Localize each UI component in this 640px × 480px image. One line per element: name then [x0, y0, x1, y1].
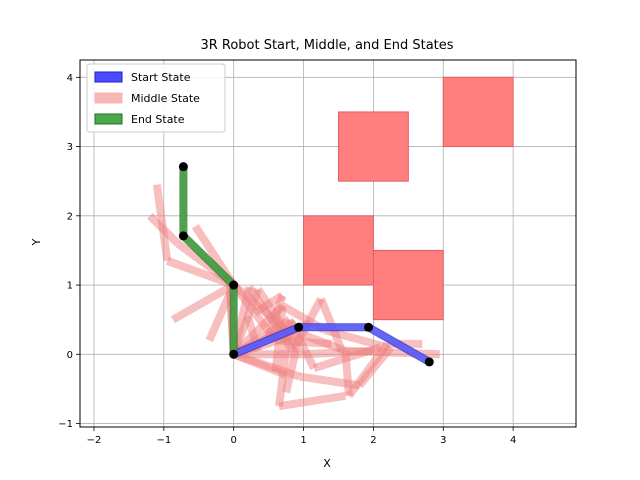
legend-swatch	[94, 92, 123, 104]
joint-point	[178, 162, 188, 172]
legend-swatch	[94, 113, 123, 125]
y-axis-label: Y	[30, 238, 43, 246]
middle-state-link	[275, 336, 332, 348]
joint-point	[364, 322, 374, 332]
y-tick-label: 0	[67, 350, 73, 361]
middle-state-link	[278, 391, 347, 411]
start-state-link-fill	[367, 324, 431, 365]
plot-area: −2 −1 0 1 2 3 4 −1 0 1 2 3 4	[58, 59, 577, 446]
x-axis-label: X	[323, 457, 331, 470]
middle-state-link	[152, 184, 172, 262]
y-tick-label: 1	[67, 281, 73, 292]
joint-point	[229, 280, 239, 290]
x-tick-label: 4	[510, 435, 516, 446]
plot-content	[147, 76, 514, 411]
legend-label: Start State	[131, 71, 191, 84]
x-tick-label: −1	[156, 435, 171, 446]
axes-frame	[79, 59, 577, 428]
chart-title: 3R Robot Start, Middle, and End States	[200, 38, 453, 53]
legend-label: Middle State	[131, 92, 200, 105]
x-tick-label: 2	[370, 435, 376, 446]
obstacle	[303, 215, 374, 286]
x-tick-label: 0	[231, 435, 237, 446]
joint-point	[229, 349, 239, 359]
x-tick-label: 3	[440, 435, 446, 446]
legend-swatch	[94, 71, 123, 83]
middle-state-link	[170, 281, 236, 324]
legend-label: End State	[131, 113, 185, 126]
start-state-link-fill	[232, 324, 300, 358]
y-tick-label: −1	[58, 419, 73, 430]
middle-state-link	[264, 294, 287, 339]
x-tick-label: 1	[300, 435, 306, 446]
obstacle	[337, 111, 409, 182]
obstacle	[372, 249, 444, 321]
middle-state-link	[165, 257, 236, 289]
y-tick-label: 2	[67, 211, 73, 222]
joint-point	[424, 357, 434, 367]
middle-state-link	[341, 350, 353, 397]
joint-point	[178, 231, 188, 241]
middle-state-link	[282, 346, 301, 394]
middle-state-link	[356, 344, 394, 388]
joint-point	[294, 322, 304, 332]
legend: Start State Middle State End State	[86, 63, 226, 133]
y-tick-label: 3	[67, 142, 73, 153]
obstacle	[442, 76, 514, 148]
end-state-link-fill	[181, 233, 236, 288]
y-tick-label: 4	[67, 73, 73, 84]
x-tick-label: −2	[87, 435, 102, 446]
